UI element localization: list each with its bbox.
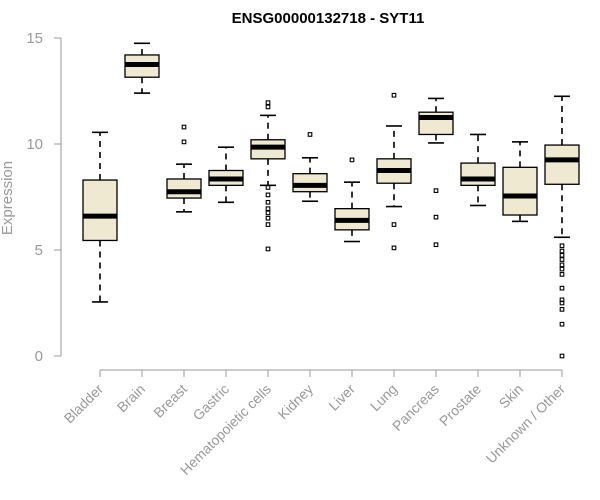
outlier-point bbox=[265, 100, 271, 106]
box-bladder bbox=[82, 131, 118, 303]
outlier-point bbox=[559, 252, 565, 258]
outlier-point bbox=[559, 285, 565, 291]
box-liver bbox=[334, 157, 370, 243]
outlier-point bbox=[181, 124, 187, 130]
x-tick-label: Brain bbox=[114, 381, 148, 415]
x-tick-label: Breast bbox=[150, 381, 190, 421]
outlier-point bbox=[265, 206, 271, 212]
outlier-point bbox=[433, 242, 439, 248]
outlier-point bbox=[265, 192, 271, 198]
outlier-point bbox=[265, 246, 271, 252]
outlier-point bbox=[265, 210, 271, 216]
x-tick-label: Skin bbox=[496, 381, 527, 412]
box-series bbox=[82, 42, 580, 359]
outlier-point bbox=[559, 248, 565, 254]
outlier-point bbox=[559, 243, 565, 249]
box-hematopoietic-cells bbox=[250, 100, 286, 252]
outlier-point bbox=[265, 104, 271, 110]
box-brain bbox=[124, 42, 160, 94]
y-tick-label-5: 5 bbox=[35, 242, 43, 259]
outlier-point bbox=[265, 215, 271, 221]
chart-title: ENSG00000132718 - SYT11 bbox=[232, 10, 425, 27]
box-iqr bbox=[502, 166, 538, 216]
outlier-point bbox=[391, 245, 397, 251]
box-unknown-other bbox=[544, 95, 580, 359]
y-tick-label-10: 10 bbox=[26, 136, 43, 153]
outlier-point bbox=[559, 262, 565, 268]
box-lung bbox=[376, 92, 412, 251]
x-tick-label: Lung bbox=[367, 381, 400, 414]
outlier-point bbox=[181, 139, 187, 145]
x-tick-label: Kidney bbox=[275, 381, 317, 423]
outlier-point bbox=[559, 321, 565, 327]
box-iqr bbox=[460, 162, 496, 186]
outlier-point bbox=[433, 188, 439, 193]
outlier-point bbox=[559, 353, 565, 359]
outlier-point bbox=[265, 185, 271, 190]
outlier-point bbox=[265, 222, 271, 227]
box-kidney bbox=[292, 132, 328, 203]
outlier-point bbox=[265, 199, 271, 205]
y-axis-label: Expression bbox=[0, 161, 16, 235]
y-axis: 0 5 10 15 bbox=[26, 30, 62, 365]
outlier-point bbox=[391, 222, 397, 227]
x-tick-label: Prostate bbox=[436, 381, 484, 429]
y-tick-label-15: 15 bbox=[26, 30, 43, 47]
x-tick-label: Pancreas bbox=[389, 381, 442, 434]
outlier-point bbox=[559, 266, 565, 272]
box-prostate bbox=[460, 133, 496, 207]
outlier-point bbox=[391, 92, 397, 98]
y-tick-label-0: 0 bbox=[35, 348, 43, 365]
box-skin bbox=[502, 141, 538, 223]
x-tick-label: Unknown / Other bbox=[483, 381, 569, 467]
box-iqr bbox=[544, 144, 580, 185]
outlier-point bbox=[433, 214, 439, 220]
outlier-point bbox=[559, 272, 565, 277]
outlier-point bbox=[559, 257, 565, 262]
box-iqr bbox=[166, 178, 202, 199]
outlier-point bbox=[349, 157, 355, 163]
outlier-point bbox=[559, 300, 565, 306]
box-gastric bbox=[208, 146, 244, 204]
x-tick-label: Bladder bbox=[61, 381, 107, 427]
x-tick-label: Liver bbox=[325, 381, 358, 414]
box-iqr bbox=[82, 179, 118, 242]
box-pancreas bbox=[418, 97, 454, 248]
box-iqr bbox=[292, 173, 328, 193]
outlier-point bbox=[559, 307, 565, 312]
outlier-point bbox=[307, 132, 313, 137]
box-breast bbox=[166, 124, 202, 213]
